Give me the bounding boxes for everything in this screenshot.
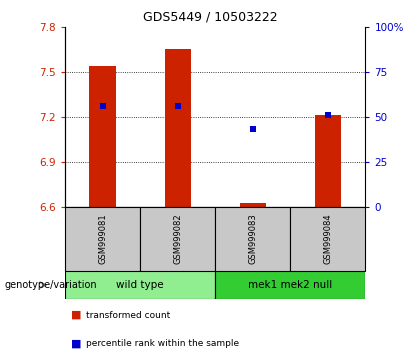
FancyBboxPatch shape (215, 271, 365, 299)
FancyBboxPatch shape (65, 271, 215, 299)
FancyBboxPatch shape (215, 207, 290, 271)
Text: GSM999081: GSM999081 (98, 213, 107, 264)
Text: genotype/variation: genotype/variation (4, 280, 97, 290)
Text: GDS5449 / 10503222: GDS5449 / 10503222 (143, 11, 277, 24)
Bar (165, 49, 191, 207)
Bar (89, 65, 116, 207)
Text: transformed count: transformed count (86, 310, 171, 320)
Text: ■: ■ (71, 310, 82, 320)
Text: percentile rank within the sample: percentile rank within the sample (86, 339, 239, 348)
Text: GSM999083: GSM999083 (248, 213, 257, 264)
FancyBboxPatch shape (65, 207, 140, 271)
Text: wild type: wild type (116, 280, 164, 290)
Text: ■: ■ (71, 338, 82, 348)
Text: GSM999084: GSM999084 (323, 213, 332, 264)
FancyBboxPatch shape (290, 207, 365, 271)
FancyBboxPatch shape (140, 207, 215, 271)
Text: mek1 mek2 null: mek1 mek2 null (248, 280, 333, 290)
Bar (240, 202, 266, 207)
Text: GSM999082: GSM999082 (173, 213, 182, 264)
Bar (315, 115, 341, 207)
